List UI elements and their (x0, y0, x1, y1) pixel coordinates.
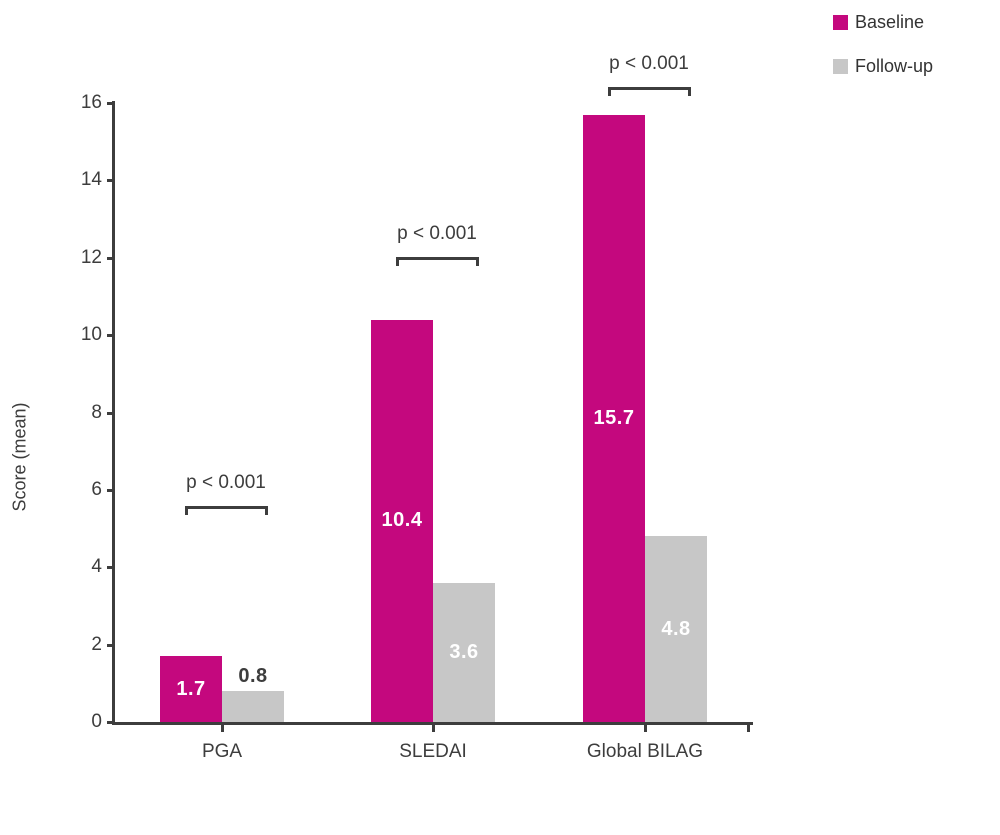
p-value-label-pga: p < 0.001 (186, 472, 266, 493)
y-axis-tick-label-10: 10 (80, 324, 102, 346)
value-label-follow-up-sledai: 3.6 (449, 640, 479, 663)
significance-bracket-global-bilag (608, 87, 691, 96)
y-axis-title: Score (mean) (9, 402, 30, 512)
bar-baseline-global-bilag (583, 114, 645, 722)
y-axis-tick-6 (107, 488, 115, 492)
x-axis-end-tick (747, 723, 750, 732)
y-axis-tick-12 (107, 256, 115, 260)
x-axis-tick-sledai (432, 723, 435, 732)
y-axis-tick-8 (107, 411, 115, 415)
y-axis-tick-2 (107, 643, 115, 647)
x-axis-label-pga: PGA (201, 741, 243, 762)
value-label-baseline-sledai: 10.4 (381, 509, 423, 532)
significance-bracket-sledai (396, 257, 479, 266)
x-axis-tick-pga (221, 723, 224, 732)
y-axis-tick-label-12: 12 (80, 246, 102, 268)
p-value-label-sledai: p < 0.001 (397, 223, 477, 244)
y-axis-tick-14 (107, 179, 115, 183)
bar-baseline-sledai (371, 319, 433, 722)
legend-swatch-baseline (833, 14, 848, 30)
legend-label-baseline: Baseline (855, 11, 925, 32)
y-axis-tick-label-0: 0 (91, 711, 102, 732)
legend-label-followup: Follow-up (855, 55, 934, 76)
y-axis-tick-label-6: 6 (91, 478, 102, 500)
legend-item-followup: Follow-up (833, 55, 934, 76)
legend-swatch-followup (833, 58, 848, 74)
bar-follow-up-sledai (433, 582, 495, 722)
value-label-follow-up-global-bilag: 4.8 (661, 617, 691, 640)
bar-baseline-pga (160, 656, 222, 722)
y-axis-tick-label-14: 14 (80, 169, 102, 191)
y-axis-tick-label-2: 2 (91, 633, 102, 655)
legend-item-baseline: Baseline (833, 11, 933, 32)
x-axis-label-global-bilag: Global BILAG (586, 741, 704, 762)
value-label-baseline-global-bilag: 15.7 (593, 406, 635, 429)
y-axis-tick-label-16: 16 (80, 92, 102, 113)
bar-follow-up-pga (222, 691, 284, 722)
y-axis-tick-label-8: 8 (91, 401, 102, 423)
bar-follow-up-global-bilag (645, 536, 707, 722)
y-axis-tick-4 (107, 566, 115, 570)
p-value-label-global-bilag: p < 0.001 (609, 53, 689, 74)
value-label-follow-up-pga: 0.8 (238, 665, 268, 688)
y-axis-tick-10 (107, 334, 115, 338)
x-axis-tick-global-bilag (644, 723, 647, 732)
x-axis-label-sledai: SLEDAI (399, 741, 467, 762)
value-label-baseline-pga: 1.7 (176, 677, 206, 700)
significance-bracket-pga (185, 506, 268, 515)
y-axis-tick-16 (107, 102, 115, 105)
y-axis-tick-label-4: 4 (91, 556, 102, 578)
y-axis-tick-0 (107, 721, 115, 724)
legend: Baseline Follow-up (833, 11, 934, 101)
